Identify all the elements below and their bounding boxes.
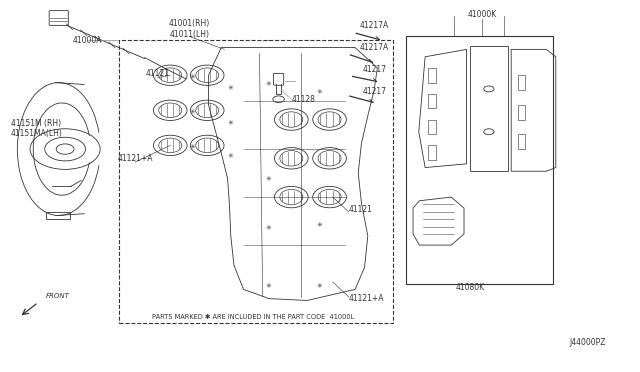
Text: 41128: 41128 xyxy=(291,95,315,104)
Text: J44000PZ: J44000PZ xyxy=(570,339,606,347)
Text: ✳: ✳ xyxy=(228,154,234,160)
Bar xyxy=(428,145,436,160)
Bar xyxy=(428,94,436,109)
Text: 41121: 41121 xyxy=(349,205,372,215)
Text: 41080K: 41080K xyxy=(455,283,484,292)
Text: 41001(RH)
41011(LH): 41001(RH) 41011(LH) xyxy=(169,19,210,39)
Text: ✳: ✳ xyxy=(266,225,272,231)
Text: 41151M (RH)
41151MA(LH): 41151M (RH) 41151MA(LH) xyxy=(10,119,62,138)
Text: ✳: ✳ xyxy=(228,120,234,126)
Text: 41121: 41121 xyxy=(145,69,170,78)
Text: ✳: ✳ xyxy=(317,222,323,228)
Text: ✳: ✳ xyxy=(189,74,195,80)
Text: 41000A: 41000A xyxy=(73,36,102,45)
Text: PARTS MARKED ✱ ARE INCLUDED IN THE PART CODE  41000L: PARTS MARKED ✱ ARE INCLUDED IN THE PART … xyxy=(152,314,354,320)
Text: ✳: ✳ xyxy=(266,81,272,87)
Text: 41000K: 41000K xyxy=(468,10,497,19)
Bar xyxy=(518,75,525,90)
Text: ✳: ✳ xyxy=(266,176,272,182)
Text: 41217A: 41217A xyxy=(360,21,388,30)
Text: ✳: ✳ xyxy=(228,85,234,91)
Text: 41217: 41217 xyxy=(362,65,386,74)
Text: FRONT: FRONT xyxy=(46,293,70,299)
Bar xyxy=(119,40,394,323)
Text: ✳: ✳ xyxy=(189,109,195,115)
Text: ✳: ✳ xyxy=(317,283,323,289)
Bar xyxy=(428,68,436,83)
Text: ✳: ✳ xyxy=(189,144,195,150)
Bar xyxy=(518,134,525,149)
Text: ✳: ✳ xyxy=(317,89,323,95)
Bar xyxy=(406,36,552,284)
Text: ✳: ✳ xyxy=(266,283,272,289)
Bar xyxy=(428,119,436,134)
Text: 41121+A: 41121+A xyxy=(349,294,384,303)
Text: 41217: 41217 xyxy=(362,87,386,96)
Text: 41121+A: 41121+A xyxy=(118,154,153,163)
Text: 41217A: 41217A xyxy=(360,43,388,52)
Bar xyxy=(518,105,525,119)
